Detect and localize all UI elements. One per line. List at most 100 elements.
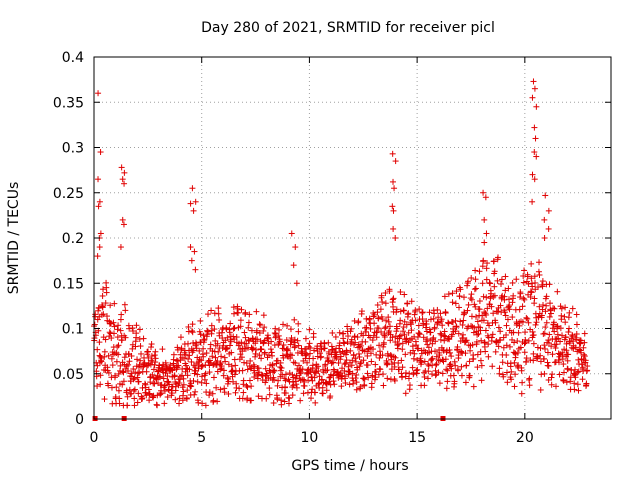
data-point xyxy=(345,333,352,340)
data-point xyxy=(149,371,156,378)
data-point xyxy=(438,331,445,338)
data-point xyxy=(548,381,555,388)
data-point xyxy=(521,349,528,356)
data-point xyxy=(449,331,456,338)
data-point xyxy=(374,309,381,316)
data-point xyxy=(293,381,300,388)
data-point xyxy=(494,254,501,261)
data-point xyxy=(395,360,402,367)
data-point xyxy=(227,320,234,327)
data-point xyxy=(330,372,337,379)
data-point xyxy=(491,283,498,290)
data-point xyxy=(96,244,103,251)
data-point xyxy=(539,278,546,285)
data-point xyxy=(376,342,383,349)
data-point xyxy=(217,386,224,393)
data-point xyxy=(562,304,569,311)
data-point xyxy=(562,333,569,340)
data-point xyxy=(465,278,472,285)
data-point xyxy=(238,339,245,346)
data-point xyxy=(372,368,379,375)
data-point xyxy=(187,244,194,251)
data-point xyxy=(101,348,108,355)
data-point xyxy=(253,308,260,315)
data-point xyxy=(474,351,481,358)
data-point xyxy=(533,153,540,160)
data-point xyxy=(192,266,199,273)
data-point xyxy=(503,342,510,349)
data-points xyxy=(91,78,591,421)
data-point xyxy=(248,397,255,404)
data-point xyxy=(472,303,479,310)
data-point xyxy=(108,335,115,342)
data-point xyxy=(188,358,195,365)
data-point xyxy=(401,291,408,298)
data-point xyxy=(443,385,450,392)
data-point xyxy=(110,319,117,326)
data-point xyxy=(260,312,267,319)
data-point xyxy=(366,315,373,322)
data-point xyxy=(245,319,252,326)
data-point xyxy=(207,341,214,348)
data-point xyxy=(193,345,200,352)
data-point xyxy=(529,198,536,205)
data-point xyxy=(464,307,471,314)
data-point xyxy=(530,78,537,85)
data-point xyxy=(251,374,258,381)
data-point xyxy=(178,372,185,379)
data-point xyxy=(465,301,472,308)
data-point xyxy=(154,392,161,399)
data-point xyxy=(371,311,378,318)
axes: 0 5 10 15 20 0 0.05 0.1 0.15 0.2 0.25 0.3 0.35 0.4 xyxy=(53,50,611,446)
data-point xyxy=(406,370,413,377)
data-point xyxy=(261,324,268,331)
data-point xyxy=(573,336,580,343)
data-point xyxy=(289,392,296,399)
data-point xyxy=(268,338,275,345)
data-point xyxy=(331,381,338,388)
data-point xyxy=(463,337,470,344)
data-point xyxy=(318,376,325,383)
data-point xyxy=(183,365,190,372)
data-point xyxy=(413,370,420,377)
data-point xyxy=(542,345,549,352)
data-point xyxy=(134,356,141,363)
data-point xyxy=(427,316,434,323)
data-point xyxy=(126,358,133,365)
y-axis-label: SRMTID / TECUs xyxy=(6,182,22,295)
data-point xyxy=(97,381,104,388)
data-point xyxy=(346,381,353,388)
data-point xyxy=(318,353,325,360)
data-point xyxy=(130,366,137,373)
data-point xyxy=(293,384,300,391)
data-point xyxy=(580,344,587,351)
data-point xyxy=(155,367,162,374)
data-point xyxy=(436,380,443,387)
data-point xyxy=(222,358,229,365)
data-point xyxy=(522,329,529,336)
data-point xyxy=(131,375,138,382)
data-point xyxy=(130,376,137,383)
data-point xyxy=(254,336,261,343)
data-point xyxy=(295,342,302,349)
data-point xyxy=(535,268,542,275)
data-point xyxy=(369,337,376,344)
data-point xyxy=(377,366,384,373)
data-point xyxy=(367,334,374,341)
data-point xyxy=(196,347,203,354)
data-point xyxy=(569,305,576,312)
data-point xyxy=(311,374,318,381)
data-point xyxy=(408,327,415,334)
data-point xyxy=(246,311,253,318)
data-point xyxy=(503,352,510,359)
data-point xyxy=(490,310,497,317)
data-point xyxy=(137,343,144,350)
data-point xyxy=(392,158,399,165)
data-point xyxy=(531,176,538,183)
data-point xyxy=(573,321,580,328)
data-point xyxy=(442,333,449,340)
data-point xyxy=(192,198,199,205)
data-point xyxy=(201,376,208,383)
data-point xyxy=(288,352,295,359)
